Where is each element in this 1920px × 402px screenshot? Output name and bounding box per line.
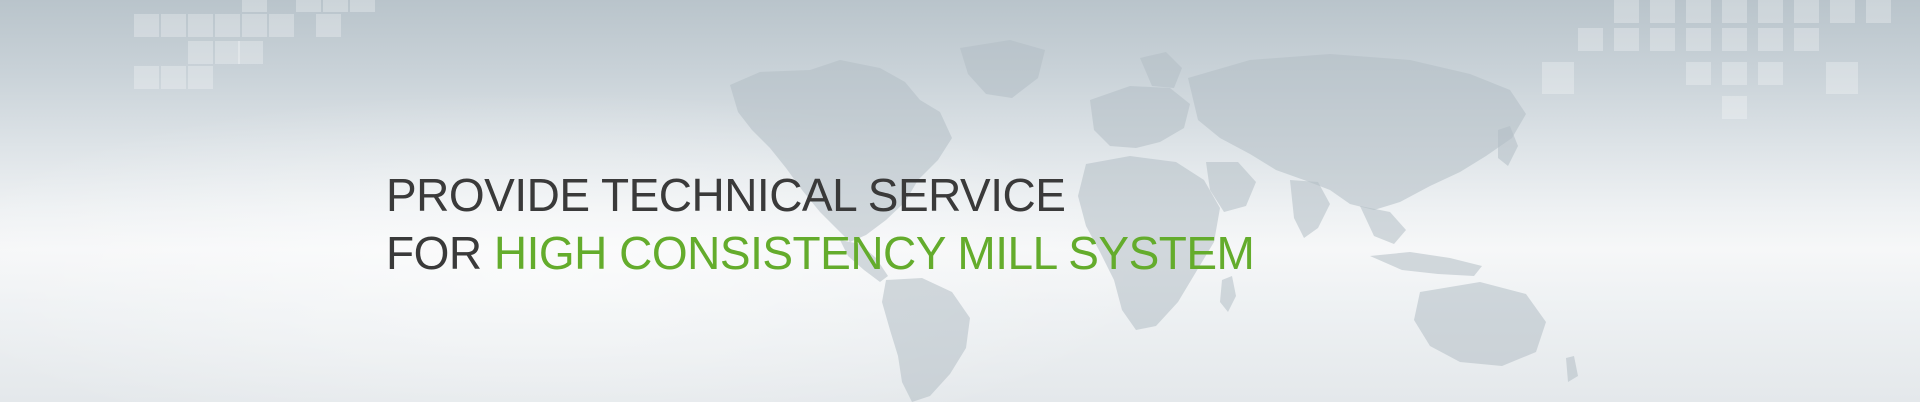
tile xyxy=(1614,28,1639,51)
tile xyxy=(242,0,267,12)
tile xyxy=(215,14,240,37)
world-map-icon xyxy=(730,40,1578,402)
tile xyxy=(1686,28,1711,51)
tile xyxy=(242,14,267,37)
tile xyxy=(215,41,240,64)
tile xyxy=(269,14,294,37)
tile xyxy=(1722,96,1747,119)
tile xyxy=(1686,0,1711,23)
tile xyxy=(1650,0,1675,23)
tile xyxy=(1542,62,1574,94)
tile xyxy=(188,41,213,64)
tile xyxy=(134,66,159,89)
tile xyxy=(316,14,341,37)
tile xyxy=(323,0,348,12)
headline-prefix: FOR xyxy=(386,227,494,279)
tile xyxy=(134,14,159,37)
tile xyxy=(1722,62,1747,85)
tile xyxy=(188,14,213,37)
tile xyxy=(1826,62,1858,94)
tile xyxy=(161,14,186,37)
tile xyxy=(1758,0,1783,23)
headline-highlight: HIGH CONSISTENCY MILL SYSTEM xyxy=(493,227,1255,279)
tile xyxy=(238,41,263,64)
tile xyxy=(1758,62,1783,85)
tile xyxy=(1614,0,1639,23)
tile xyxy=(1758,28,1783,51)
tile xyxy=(1794,28,1819,51)
tile xyxy=(296,0,321,12)
tile xyxy=(1830,0,1855,23)
tile xyxy=(188,66,213,89)
tile xyxy=(350,0,375,12)
tile xyxy=(1722,28,1747,51)
headline-line-2: FOR HIGH CONSISTENCY MILL SYSTEM xyxy=(386,224,1255,282)
tile xyxy=(1650,28,1675,51)
tile xyxy=(1578,28,1603,51)
tile xyxy=(161,66,186,89)
tile xyxy=(1794,0,1819,23)
tile xyxy=(1866,0,1891,23)
headline-line-1: PROVIDE TECHNICAL SERVICE xyxy=(386,169,1066,221)
headline: PROVIDE TECHNICAL SERVICE FOR HIGH CONSI… xyxy=(386,166,1255,282)
tile xyxy=(1722,0,1747,23)
tile xyxy=(1686,62,1711,85)
